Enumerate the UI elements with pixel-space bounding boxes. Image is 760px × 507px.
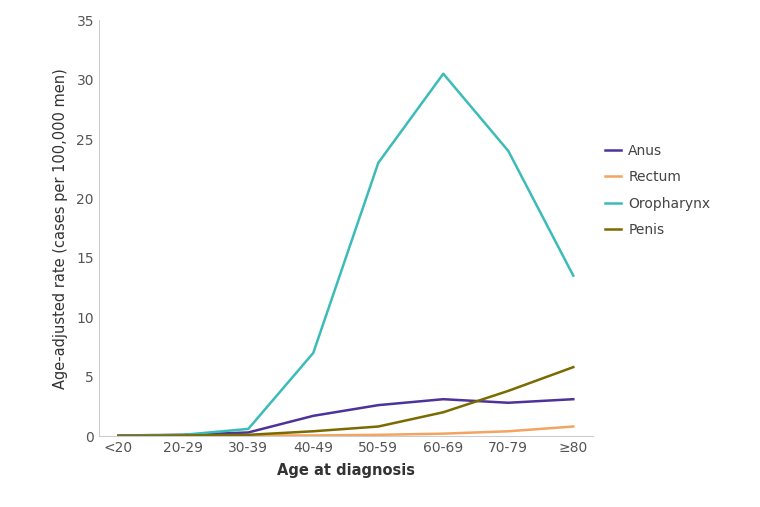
Anus bbox=[244, 429, 253, 436]
Anus bbox=[568, 396, 578, 402]
Legend: Anus, Rectum, Oropharynx, Penis: Anus, Rectum, Oropharynx, Penis bbox=[605, 143, 711, 237]
Penis bbox=[439, 409, 448, 415]
Oropharynx bbox=[114, 433, 123, 439]
Rectum bbox=[504, 428, 513, 434]
Line: Oropharynx: Oropharynx bbox=[119, 74, 573, 436]
Rectum bbox=[114, 433, 123, 439]
Anus bbox=[179, 432, 188, 438]
Penis bbox=[179, 432, 188, 439]
Anus bbox=[439, 396, 448, 402]
Rectum bbox=[439, 430, 448, 437]
Anus bbox=[374, 402, 383, 408]
Anus bbox=[504, 400, 513, 406]
Penis bbox=[568, 364, 578, 370]
Rectum bbox=[374, 432, 383, 438]
Rectum bbox=[568, 423, 578, 429]
Y-axis label: Age-adjusted rate (cases per 100,000 men): Age-adjusted rate (cases per 100,000 men… bbox=[53, 68, 68, 388]
Oropharynx bbox=[309, 350, 318, 356]
Line: Penis: Penis bbox=[119, 367, 573, 436]
Rectum bbox=[309, 432, 318, 439]
Line: Anus: Anus bbox=[119, 399, 573, 436]
Anus bbox=[114, 432, 123, 439]
Oropharynx bbox=[439, 70, 448, 77]
Anus bbox=[309, 413, 318, 419]
Line: Rectum: Rectum bbox=[119, 426, 573, 436]
Oropharynx bbox=[504, 148, 513, 154]
Oropharynx bbox=[179, 432, 188, 438]
Penis bbox=[374, 423, 383, 429]
Oropharynx bbox=[244, 426, 253, 432]
Penis bbox=[244, 432, 253, 438]
X-axis label: Age at diagnosis: Age at diagnosis bbox=[277, 463, 415, 478]
Penis bbox=[309, 428, 318, 434]
Penis bbox=[504, 388, 513, 394]
Rectum bbox=[244, 432, 253, 439]
Oropharynx bbox=[568, 273, 578, 279]
Oropharynx bbox=[374, 160, 383, 166]
Penis bbox=[114, 433, 123, 439]
Rectum bbox=[179, 433, 188, 439]
